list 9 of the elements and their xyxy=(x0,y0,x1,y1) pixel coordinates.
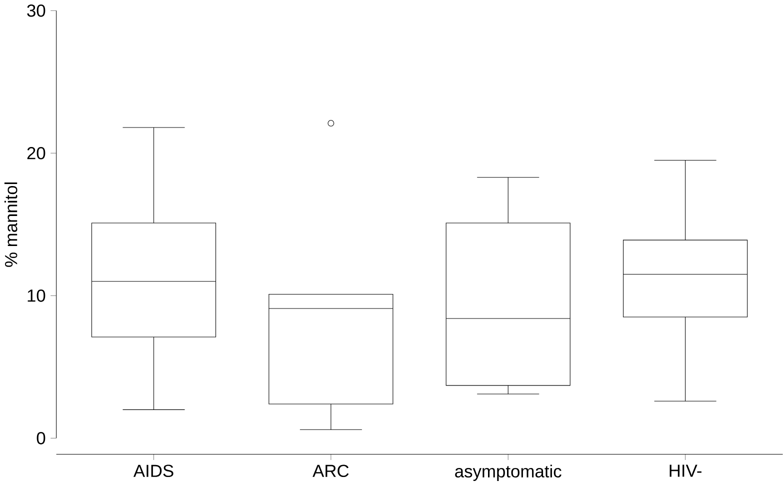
y-tick-label: 30 xyxy=(27,4,46,17)
x-tick-label: HIV- xyxy=(670,464,702,476)
y-axis-title: % mannitol xyxy=(4,182,18,267)
y-tick-label: 10 xyxy=(28,289,46,302)
y-tick-label: 0 xyxy=(36,432,46,444)
x-tick-label: asymptomatic xyxy=(455,464,562,481)
x-tick-label: AIDS xyxy=(133,464,174,477)
y-tick-label: 20 xyxy=(27,146,46,160)
x-tick-label: ARC xyxy=(312,464,349,477)
